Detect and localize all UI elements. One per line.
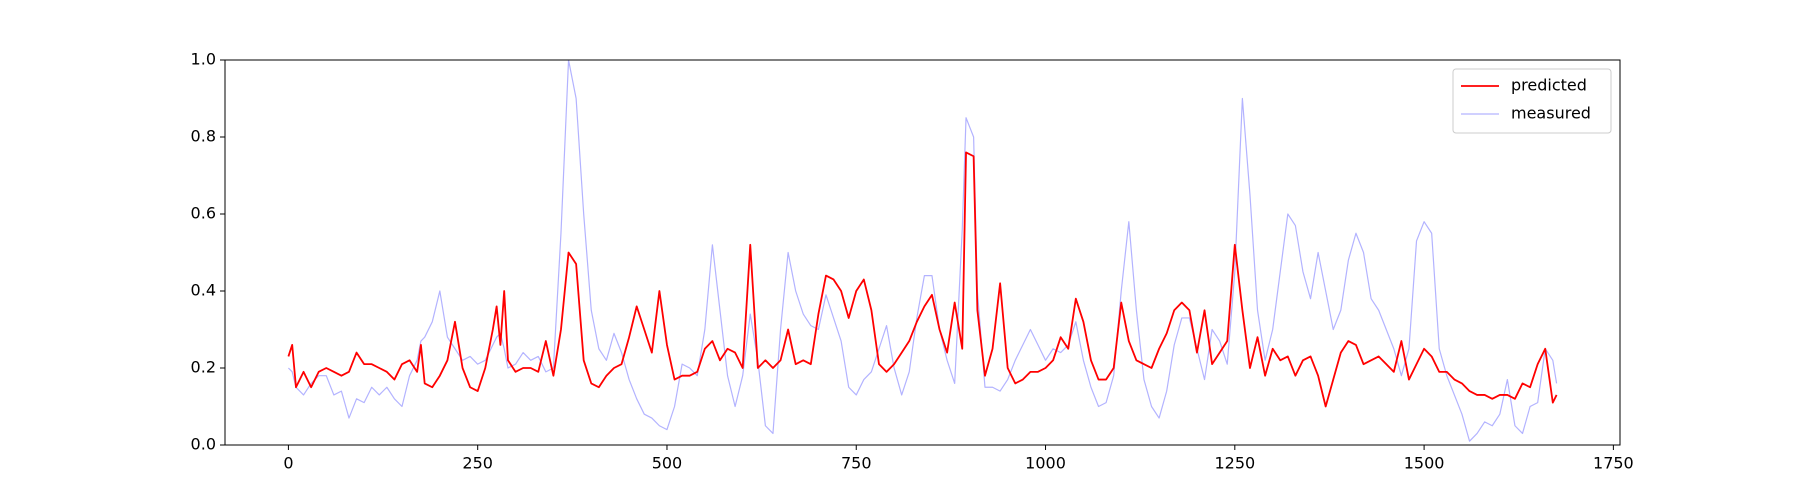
legend-label: predicted [1511,76,1587,95]
line-series [287,60,1558,442]
legend-label: measured [1511,104,1591,123]
x-tick-label: 750 [841,454,872,473]
y-tick-label: 1.0 [191,50,216,69]
y-tick-label: 0.0 [191,435,216,454]
x-tick-label: 1250 [1214,454,1255,473]
legend-box [1452,68,1612,134]
y-tick-label: 0.8 [191,127,216,146]
x-tick-label: 1000 [1025,454,1066,473]
x-tick-label: 0 [283,454,293,473]
y-tick-label: 0.6 [191,204,216,223]
x-tick-label: 250 [462,454,493,473]
plot-area [287,60,1558,442]
x-tick-label: 1750 [1593,454,1634,473]
axes-frame [224,59,1621,446]
y-tick-label: 0.4 [191,281,216,300]
line-series [287,151,1558,408]
x-tick-label: 1500 [1404,454,1445,473]
y-tick-label: 0.2 [191,358,216,377]
x-tick-label: 500 [652,454,683,473]
